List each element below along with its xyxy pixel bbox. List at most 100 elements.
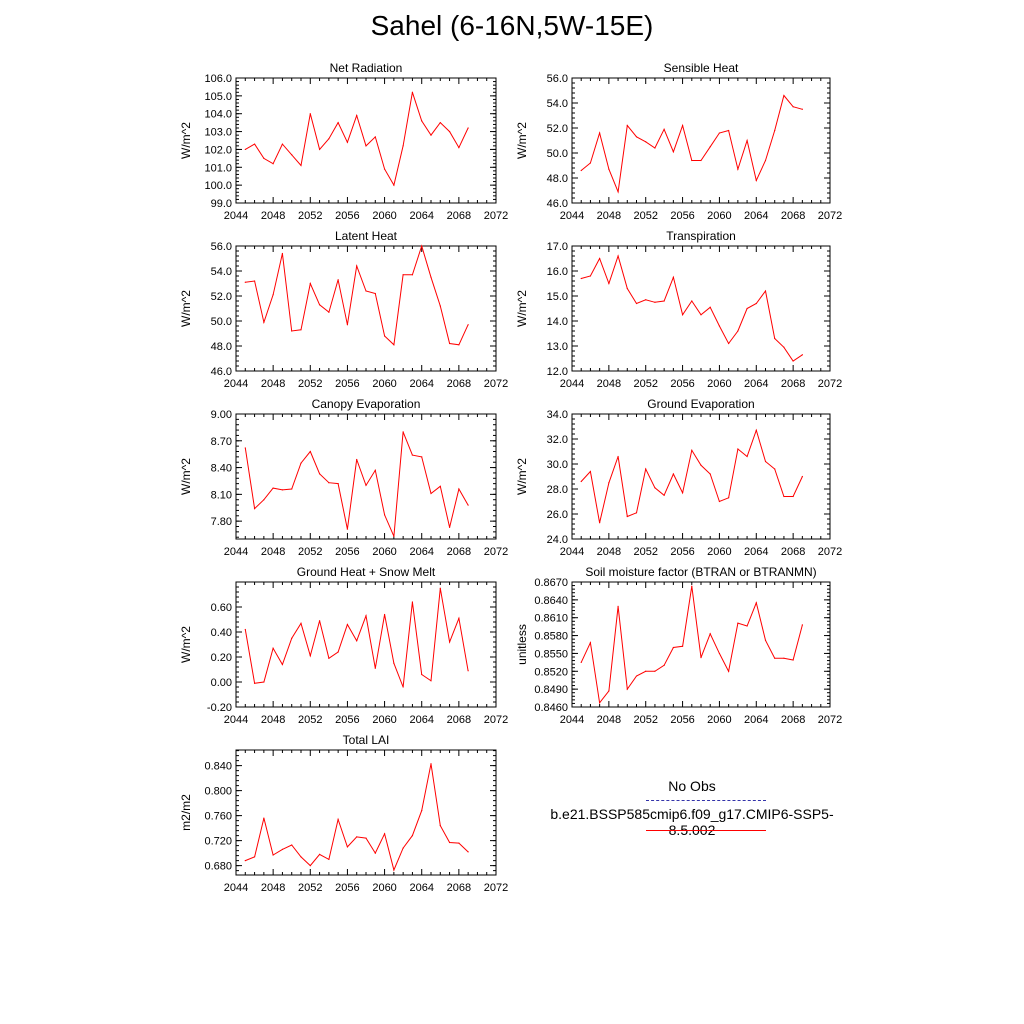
y-tick-label: 50.0: [547, 148, 568, 160]
data-point: [709, 146, 711, 148]
y-axis-label: W/m^2: [515, 458, 529, 495]
data-point: [635, 136, 638, 138]
data-point: [654, 301, 656, 303]
data-point: [645, 299, 647, 301]
data-point: [608, 282, 610, 285]
x-tick-label: 2044: [224, 546, 248, 558]
data-point: [272, 487, 274, 489]
data-point: [346, 623, 349, 626]
x-tick-label: 2056: [335, 714, 359, 726]
y-tick-label: 24.0: [547, 534, 568, 546]
x-tick-label: 2068: [447, 378, 471, 390]
data-point: [328, 657, 330, 659]
plot-frame: [235, 245, 497, 372]
data-point: [774, 657, 776, 659]
x-tick-label: 2044: [224, 714, 248, 726]
data-point: [393, 344, 395, 346]
x-tick-label: 2064: [409, 714, 433, 726]
data-point: [617, 255, 619, 257]
data-point: [764, 460, 767, 463]
x-tick-label: 2068: [447, 882, 471, 894]
data-point: [272, 294, 274, 296]
data-point: [281, 848, 284, 850]
data-point: [402, 274, 404, 276]
y-tick-label: 104.0: [204, 109, 232, 121]
x-tick-label: 2056: [670, 714, 694, 726]
y-tick-label: 32.0: [547, 434, 568, 446]
data-point: [356, 458, 358, 461]
data-point: [608, 690, 610, 692]
data-point: [291, 330, 293, 332]
y-tick-label: 0.8490: [534, 684, 568, 696]
x-tick-label: 2048: [597, 546, 621, 558]
x-tick-label: 2044: [224, 882, 248, 894]
x-tick-label: 2072: [818, 210, 842, 222]
data-point: [764, 639, 767, 641]
data-point: [448, 342, 451, 345]
data-point: [792, 106, 794, 108]
data-point: [448, 641, 451, 643]
y-tick-label: 0.20: [211, 652, 232, 664]
data-point: [626, 688, 628, 690]
series-line: [580, 586, 803, 705]
data-point: [365, 290, 367, 292]
x-tick-label: 2048: [261, 210, 285, 222]
data-point: [589, 275, 592, 277]
data-point: [467, 127, 469, 129]
data-point: [263, 157, 265, 159]
x-tick-label: 2044: [560, 714, 584, 726]
data-point: [801, 475, 803, 478]
data-point: [681, 124, 684, 127]
panel-7: 2044 2048 2052 2056 2060 2064 2068 2072 0.8460 0.…: [515, 565, 842, 726]
x-tick-label: 2052: [633, 546, 657, 558]
x-tick-label: 2060: [372, 714, 396, 726]
data-point: [300, 164, 302, 167]
data-point: [272, 854, 274, 856]
data-point: [318, 853, 321, 855]
data-point: [291, 154, 293, 156]
data-point: [439, 485, 441, 487]
data-point: [783, 495, 785, 498]
data-point: [792, 360, 794, 362]
data-point: [691, 159, 693, 162]
panel-5: 2044 2048 2052 2056 2060 2064 2068 2072 24.0 26.0…: [515, 397, 842, 558]
x-tick-label: 2056: [335, 882, 359, 894]
plot-frame: [235, 77, 497, 204]
x-tick-label: 2068: [447, 546, 471, 558]
data-point: [700, 656, 702, 659]
x-tick-label: 2064: [409, 882, 433, 894]
x-tick-label: 2052: [298, 546, 322, 558]
x-tick-label: 2064: [409, 546, 433, 558]
data-point: [709, 473, 711, 475]
y-axis-label: W/m^2: [179, 122, 193, 159]
data-point: [783, 657, 785, 659]
data-point: [681, 314, 684, 316]
plot-frame: [235, 413, 497, 540]
data-point: [746, 455, 748, 458]
panel-title: Net Radiation: [330, 61, 403, 75]
data-point: [589, 470, 592, 473]
data-point: [672, 473, 674, 475]
data-point: [300, 622, 302, 624]
y-tick-label: 0.8520: [534, 666, 568, 678]
data-point: [718, 652, 721, 655]
y-tick-label: 46.0: [211, 366, 232, 378]
y-tick-label: 9.00: [211, 409, 232, 421]
y-tick-label: 48.0: [211, 341, 232, 353]
data-point: [645, 670, 647, 672]
x-tick-label: 2060: [707, 210, 731, 222]
data-point: [263, 817, 265, 819]
data-point: [309, 865, 311, 867]
y-tick-label: 106.0: [204, 73, 232, 85]
series-line: [245, 763, 469, 872]
data-point: [458, 344, 460, 346]
data-point: [309, 655, 311, 657]
data-point: [663, 128, 665, 130]
data-point: [281, 252, 284, 255]
panel-title: Canopy Evaporation: [312, 397, 421, 411]
data-point: [328, 138, 330, 140]
y-tick-label: 0.8550: [534, 648, 568, 660]
data-point: [337, 818, 339, 820]
y-tick-label: 0.8460: [534, 702, 568, 714]
x-tick-label: 2052: [633, 714, 657, 726]
